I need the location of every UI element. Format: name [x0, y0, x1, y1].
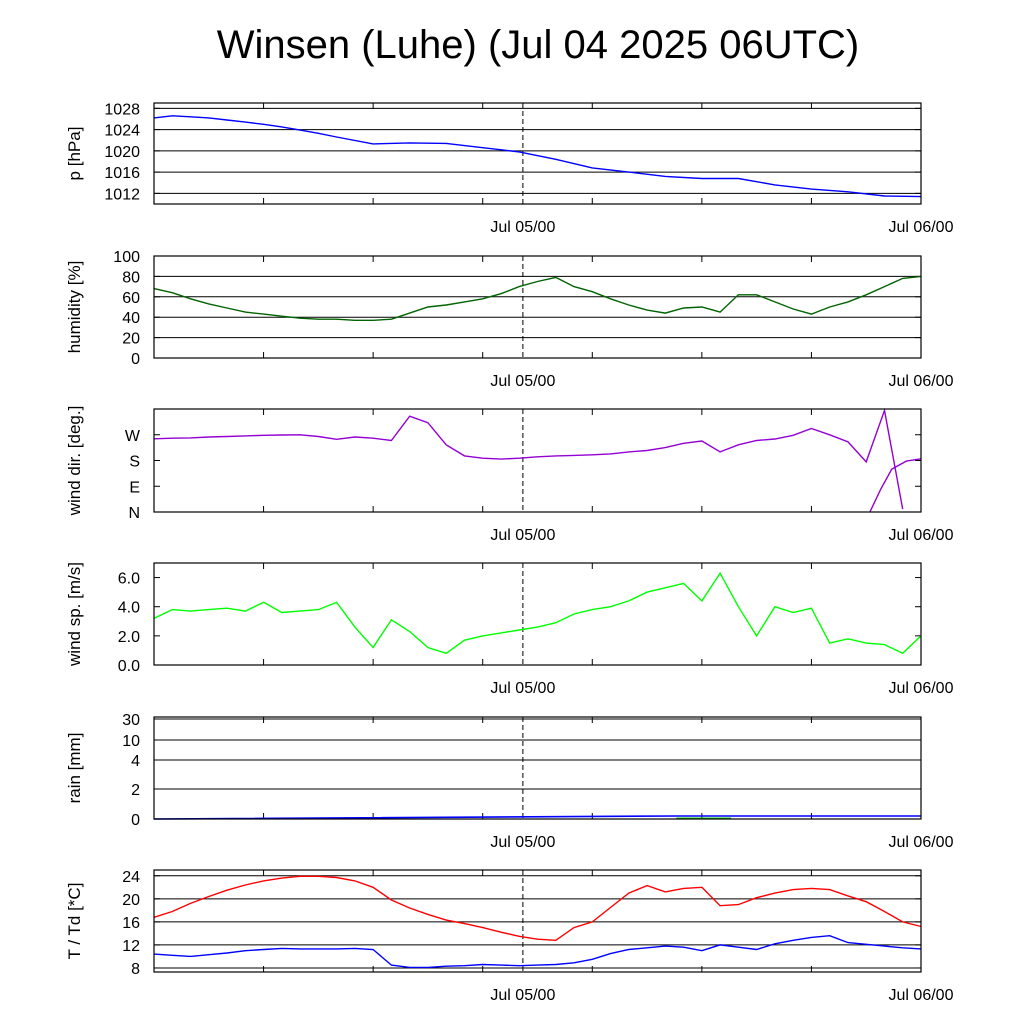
chart-title: Winsen (Luhe) (Jul 04 2025 06UTC) — [217, 23, 860, 67]
y-tick-label: W — [125, 428, 141, 445]
y-tick-label: 6.0 — [118, 571, 140, 588]
y-tick-label: 0.0 — [118, 658, 140, 675]
x-tick-label: Jul 05/00 — [490, 987, 555, 1004]
y-axis-label: T / Td [*C] — [65, 883, 84, 960]
y-tick-label: 20 — [122, 331, 140, 348]
plot-frame — [153, 869, 922, 973]
panel-1: 1012 1016 1020 1024 1028 Jul 05/00 Jul 06/00 p … — [65, 101, 954, 236]
y-tick-label: 4.0 — [118, 600, 140, 617]
x-tick-label: Jul 05/00 — [490, 527, 555, 544]
y-tick-label: 80 — [122, 269, 140, 286]
y-tick-label: 20 — [122, 892, 140, 909]
x-tick-label: Jul 06/00 — [889, 680, 954, 697]
y-tick-label: 1024 — [104, 123, 140, 140]
x-tick-label: Jul 05/00 — [490, 219, 555, 236]
series-line — [153, 275, 922, 321]
plot-frame — [153, 716, 922, 820]
y-tick-label: 40 — [122, 310, 140, 327]
y-axis-label: rain [mm] — [65, 733, 84, 804]
y-tick-label: 0 — [131, 351, 140, 368]
y-tick-label: 0 — [131, 812, 140, 829]
y-tick-label: 2.0 — [118, 629, 140, 646]
panel-2: 0 20 40 60 80 100 Jul 05/00 Jul 06/00 humidity [… — [65, 249, 954, 390]
y-tick-label: 12 — [122, 938, 140, 955]
plot-frame — [153, 255, 922, 359]
x-tick-label: Jul 06/00 — [889, 219, 954, 236]
plot-frame — [153, 408, 922, 513]
x-tick-label: Jul 05/00 — [490, 834, 555, 851]
y-axis-label: wind sp. [m/s] — [65, 562, 84, 667]
y-axis-label: humidity [%] — [65, 261, 84, 354]
y-tick-label: N — [128, 505, 140, 522]
panel-6: 8 12 16 20 24 Jul 05/00 Jul 06/00 T / Td [*C] — [65, 869, 954, 1004]
x-tick-label: Jul 05/00 — [490, 373, 555, 390]
x-tick-label: Jul 06/00 — [889, 373, 954, 390]
y-tick-label: 100 — [113, 249, 140, 266]
rain-bar — [676, 817, 732, 819]
plot-frame — [153, 102, 922, 205]
series-line — [153, 115, 922, 198]
panel-4: 0.0 2.0 4.0 6.0 Jul 05/00 Jul 06/00 wind sp. [… — [65, 562, 954, 697]
x-tick-label: Jul 06/00 — [889, 527, 954, 544]
series-line — [153, 875, 922, 942]
y-axis-label: wind dir. [deg.] — [65, 406, 84, 517]
series-line — [153, 934, 922, 969]
y-tick-label: 24 — [122, 869, 140, 886]
y-axis-label: p [hPa] — [65, 127, 84, 181]
series-line — [153, 407, 904, 510]
x-tick-label: Jul 06/00 — [889, 834, 954, 851]
y-tick-label: 1012 — [104, 186, 140, 203]
y-tick-label: 4 — [131, 753, 140, 770]
y-tick-label: 60 — [122, 290, 140, 307]
series-line — [869, 458, 922, 513]
y-tick-label: 2 — [131, 782, 140, 799]
rain-accum-line — [153, 815, 921, 820]
x-tick-label: Jul 05/00 — [490, 680, 555, 697]
plot-frame — [153, 562, 922, 666]
y-tick-label: E — [129, 479, 140, 496]
y-tick-label: 10 — [122, 733, 140, 750]
y-tick-label: 8 — [131, 961, 140, 978]
y-tick-label: 16 — [122, 915, 140, 932]
panel-5: 0 2 4 10 30 Jul 05/00 Jul 06/00 rain [mm] — [65, 712, 954, 851]
series-line — [153, 571, 922, 655]
y-tick-label: 1016 — [104, 165, 140, 182]
x-tick-label: Jul 06/00 — [889, 987, 954, 1004]
y-tick-label: 1028 — [104, 101, 140, 118]
y-tick-label: 30 — [122, 712, 140, 729]
y-tick-label: 1020 — [104, 144, 140, 161]
y-tick-label: S — [129, 454, 140, 471]
